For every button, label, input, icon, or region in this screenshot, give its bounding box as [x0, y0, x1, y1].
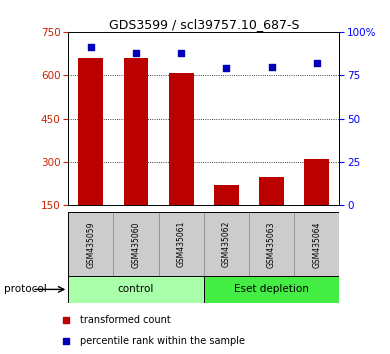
Bar — [169, 74, 193, 205]
Bar — [68, 212, 113, 276]
Text: GSM435062: GSM435062 — [222, 221, 231, 268]
Bar — [249, 212, 294, 276]
Text: control: control — [118, 284, 154, 295]
Point — [63, 317, 69, 323]
Text: percentile rank within the sample: percentile rank within the sample — [80, 336, 245, 346]
Title: GDS3599 / scl39757.10_687-S: GDS3599 / scl39757.10_687-S — [108, 18, 299, 31]
Bar — [124, 58, 149, 205]
Bar — [204, 212, 249, 276]
Text: GSM435061: GSM435061 — [177, 221, 186, 268]
Text: GSM435059: GSM435059 — [86, 221, 95, 268]
Bar — [159, 212, 204, 276]
Point — [133, 50, 139, 56]
Text: transformed count: transformed count — [80, 315, 171, 325]
Text: Eset depletion: Eset depletion — [234, 284, 309, 295]
Text: protocol: protocol — [4, 284, 47, 295]
Point — [268, 64, 275, 69]
Bar — [294, 212, 339, 276]
Bar — [68, 276, 204, 303]
Bar — [113, 212, 159, 276]
Bar — [78, 58, 103, 205]
Bar — [259, 177, 284, 205]
Bar — [204, 276, 339, 303]
Bar — [214, 185, 239, 205]
Text: GSM435063: GSM435063 — [267, 221, 276, 268]
Point — [88, 45, 94, 50]
Text: GSM435060: GSM435060 — [131, 221, 140, 268]
Text: GSM435064: GSM435064 — [312, 221, 321, 268]
Point — [314, 60, 320, 66]
Point — [178, 50, 184, 56]
Point — [223, 65, 229, 71]
Point — [63, 338, 69, 344]
Bar — [304, 159, 329, 205]
